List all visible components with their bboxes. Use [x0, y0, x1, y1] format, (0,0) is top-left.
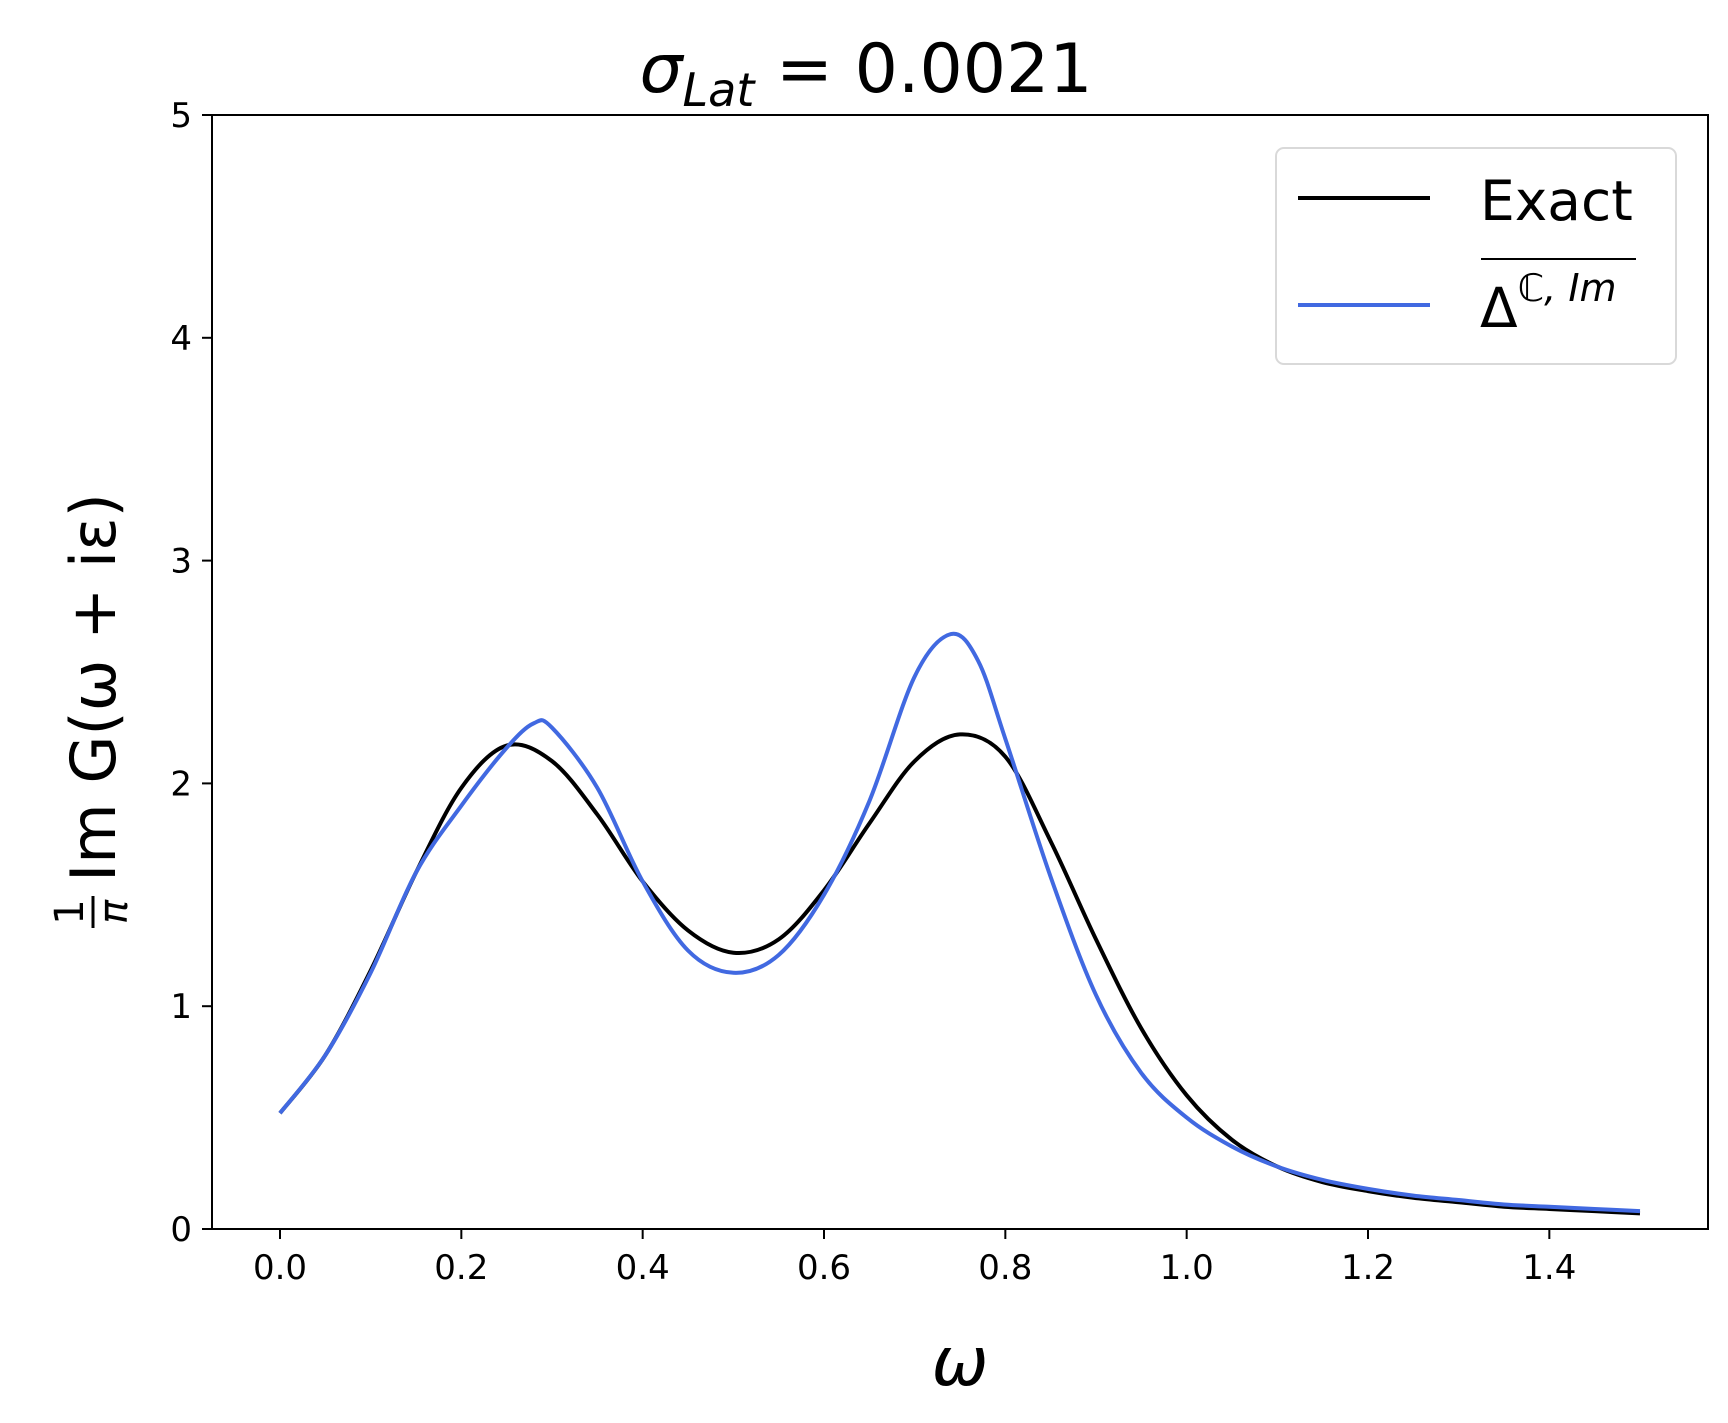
legend-label-delta-main: Δ [1480, 276, 1518, 340]
x-tick-label: 1.0 [1160, 1248, 1214, 1288]
x-tick-label: 1.4 [1522, 1248, 1576, 1288]
x-tick-label: 0.8 [978, 1248, 1032, 1288]
title-value: = 0.0021 [754, 30, 1092, 109]
x-axis-label: ω [932, 1323, 989, 1402]
x-tick-label: 0.2 [434, 1248, 488, 1288]
x-axis: 0.0 0.2 0.4 0.6 0.8 1.0 1.2 1.4 [253, 1229, 1576, 1288]
legend-label-delta-sup: ℂ, Im [1518, 266, 1617, 310]
y-axis: 0 1 2 3 4 5 [170, 96, 212, 1250]
x-tick-label: 0.4 [616, 1248, 670, 1288]
series-line-exact [278, 732, 1641, 1216]
series-line-delta [278, 631, 1641, 1214]
y-tick-label: 3 [170, 542, 192, 582]
x-tick-label: 0.6 [797, 1248, 851, 1288]
y-label-frac-den: π [91, 899, 137, 924]
y-axis-label: 1 π Im G(ω + iε) [47, 493, 137, 928]
y-tick-label: 4 [170, 319, 192, 359]
series-layer [278, 631, 1641, 1216]
y-label-frac-num: 1 [47, 899, 93, 924]
x-tick-label: 0.0 [253, 1248, 307, 1288]
y-label-text: Im G(ω + iε) [57, 493, 130, 882]
legend-box [1275, 147, 1677, 365]
title-sigma: σ [639, 30, 684, 109]
legend: Exact Δℂ, Im [1275, 147, 1677, 365]
title-subscript: Lat [683, 63, 757, 117]
legend-label-delta: Δℂ, Im [1480, 266, 1617, 340]
plot-area [211, 114, 1709, 1230]
y-tick-label: 0 [170, 1210, 192, 1250]
x-tick-label: 1.2 [1341, 1248, 1395, 1288]
y-tick-label: 5 [170, 96, 192, 136]
y-tick-label: 1 [170, 987, 192, 1027]
legend-label-exact: Exact [1480, 169, 1633, 233]
y-tick-label: 2 [170, 764, 192, 804]
chart-title: σLat = 0.0021 [639, 30, 1092, 117]
